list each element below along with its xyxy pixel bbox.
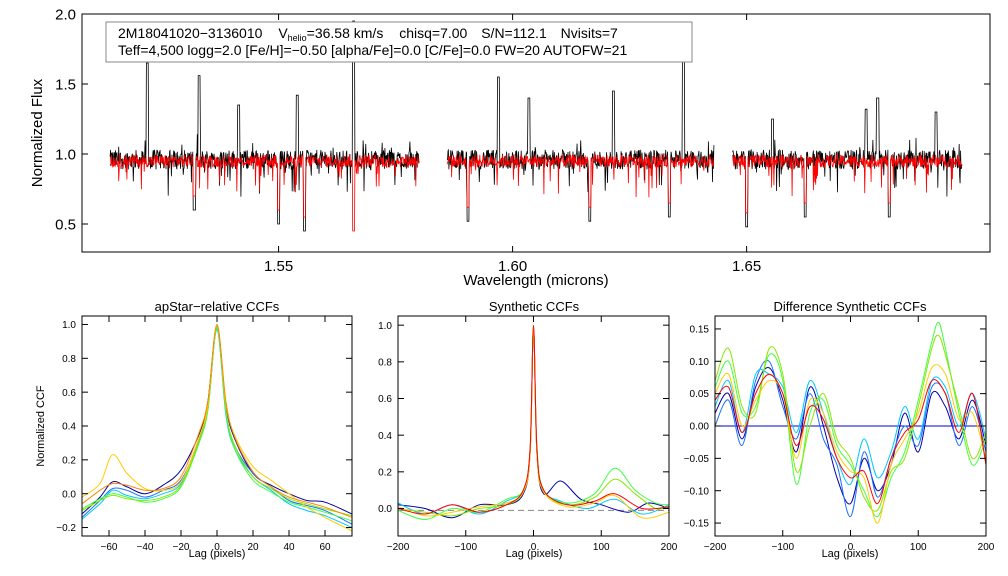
ccf1-series-group	[81, 323, 353, 532]
spec0-ytick-label: 1.5	[55, 76, 76, 93]
ccf1-series-5	[81, 325, 353, 517]
spec0-xtick-label: 1.60	[498, 258, 527, 275]
spectrum-axes-frame	[81, 13, 991, 253]
spectrum-ylabel: Normalized Flux	[29, 78, 46, 187]
ccf2-xtick-label: −100	[454, 542, 477, 553]
vhelio-prefix: V	[278, 25, 288, 41]
ccf1-xtick-label: 20	[247, 542, 259, 553]
snr: S/N=112.1	[481, 25, 547, 41]
ccf1-xtick-label: −60	[101, 542, 118, 553]
spec0-ytick-label: 2.0	[55, 6, 76, 23]
ccf3-ytick-label: −0.10	[684, 486, 710, 497]
spectrum-info-box: 2M18041020−3136010 Vhelio=36.58 km/s chi…	[105, 21, 693, 63]
ccf2-series-5	[397, 324, 670, 519]
ccf3-series-group	[714, 321, 987, 524]
ccf2-series-group	[397, 324, 670, 521]
ccf1-ytick-label: 1.0	[62, 320, 76, 331]
star-id: 2M18041020−3136010	[118, 25, 263, 41]
ccf1-xtick-label: −40	[137, 542, 154, 553]
ccf2-xlabel: Lag (pixels)	[506, 548, 563, 560]
ccf2-ytick-label: 0.8	[378, 357, 392, 368]
ccf1-xtick-label: 40	[283, 542, 295, 553]
ccf1-ytick-label: −0.2	[56, 523, 76, 534]
ccf1-series-6	[81, 323, 353, 532]
ccf1-series-4	[81, 327, 353, 522]
ccf2-xtick-label: 200	[661, 542, 678, 553]
ccf3-ticks: −200 −100 0 100 200 −0.15 −0.10 −0.05 0.00 0.05 0.…	[684, 316, 995, 553]
ccf2-ticks: −200 −100 0 100 200 0.0 0.2 0.4 0.6 0.8 1.0	[378, 316, 678, 553]
ccf3-series-3	[714, 368, 987, 486]
info-box-frame	[105, 21, 693, 63]
ccf2-axes-frame	[397, 315, 670, 537]
ccf2-ytick-label: 0.4	[378, 431, 392, 442]
nvisits: Nvisits=7	[561, 25, 618, 41]
ccf2-series-6	[397, 324, 670, 515]
ccf3-xlabel: Lag (pixels)	[822, 548, 879, 560]
spec0-ytick-label: 0.5	[55, 216, 76, 233]
ccf2-series-3	[397, 328, 670, 521]
ccf2-ytick-label: 0.2	[378, 467, 392, 478]
ccf1-xlabel: Lag (pixels)	[189, 548, 246, 560]
ccf2-ytick-label: 0.0	[378, 504, 392, 515]
difference-ccf-panel: Difference Synthetic CCFs −200 −100 0 100 20…	[684, 299, 995, 560]
spectrum-model-line	[109, 153, 963, 232]
spectrum-series-group	[109, 20, 963, 232]
ccf1-title: apStar−relative CCFs	[155, 299, 280, 314]
ccf3-series-1	[714, 367, 987, 505]
ccf2-series-4	[397, 326, 670, 517]
ccf3-series-6	[714, 364, 987, 524]
ccf2-xtick-label: 100	[593, 542, 610, 553]
ccf1-series-1	[81, 325, 353, 515]
ccf3-xtick-label: −200	[704, 542, 727, 553]
ccf2-ytick-label: 0.6	[378, 394, 392, 405]
info-line-2: Teff=4,500 logg=2.0 [Fe/H]=−0.50 [alpha/…	[118, 42, 627, 58]
apstar-ccf-panel: apStar−relative CCFs −60 −40 −20 0 20 40 60 −0.…	[35, 299, 353, 560]
ccf1-series-2	[81, 327, 353, 525]
spectrum-panel: 1.55 1.60 1.65 0.5 1.0 1.5 2.0 Wavelength (mic…	[29, 6, 991, 289]
synthetic-ccf-panel: Synthetic CCFs −200 −100 0 100 200 0.0 0.2 0.4 0…	[378, 299, 678, 560]
ccf2-series-1	[397, 326, 670, 519]
ccf3-ytick-label: −0.05	[684, 454, 710, 465]
ccf3-xtick-label: 200	[978, 542, 995, 553]
ccf1-ytick-label: 0.2	[62, 455, 76, 466]
spec0-ytick-label: 1.0	[55, 146, 76, 163]
spectrum-ticks: 1.55 1.60 1.65 0.5 1.0 1.5 2.0	[55, 6, 990, 275]
ccf3-xtick-label: −100	[771, 542, 794, 553]
vhelio-value: =36.58 km/s	[307, 25, 384, 41]
ccf1-xtick-label: 60	[319, 542, 331, 553]
ccf3-series-5	[714, 334, 987, 512]
ccf3-xtick-label: 0	[848, 542, 854, 553]
ccf3-series-7	[714, 373, 987, 505]
vhelio-subscript: helio	[288, 33, 307, 43]
ccf1-series-7	[81, 323, 353, 518]
ccf1-xtick-label: −20	[173, 542, 190, 553]
chisq: chisq=7.00	[399, 25, 467, 41]
ccf3-ytick-label: 0.05	[690, 389, 710, 400]
ccf3-series-4	[714, 321, 987, 518]
spec0-xtick-label: 1.65	[732, 258, 761, 275]
ccf2-xtick-label: 0	[531, 542, 537, 553]
info-line-1: 2M18041020−3136010 Vhelio=36.58 km/s chi…	[118, 25, 618, 43]
ccf1-ylabel: Normalized CCF	[35, 385, 47, 467]
ccf2-series-2	[397, 326, 670, 515]
ccf3-title: Difference Synthetic CCFs	[774, 299, 927, 314]
ccf3-ytick-label: 0.15	[690, 325, 710, 336]
ccf1-ytick-label: 0.6	[62, 388, 76, 399]
ccf3-series-2	[714, 359, 987, 518]
ccf1-ytick-label: 0.4	[62, 422, 76, 433]
ccf1-ticks: −60 −40 −20 0 20 40 60 −0.2 0.0 0.2 0.4 0.6 0.8 1.0	[56, 316, 352, 553]
ccf3-ytick-label: 0.10	[690, 357, 710, 368]
ccf3-ytick-label: 0.00	[690, 422, 710, 433]
ccf3-xtick-label: 100	[910, 542, 927, 553]
ccf2-xtick-label: −200	[387, 542, 410, 553]
ccf2-ytick-label: 1.0	[378, 321, 392, 332]
ccf1-ytick-label: 0.0	[62, 489, 76, 500]
spectrum-xlabel: Wavelength (microns)	[463, 272, 608, 289]
ccf1-ytick-label: 0.8	[62, 354, 76, 365]
ccf1-xtick-label: 0	[214, 542, 220, 553]
ccf3-ytick-label: −0.15	[684, 519, 710, 530]
ccf2-title: Synthetic CCFs	[489, 299, 580, 314]
spec0-xtick-label: 1.55	[264, 258, 293, 275]
